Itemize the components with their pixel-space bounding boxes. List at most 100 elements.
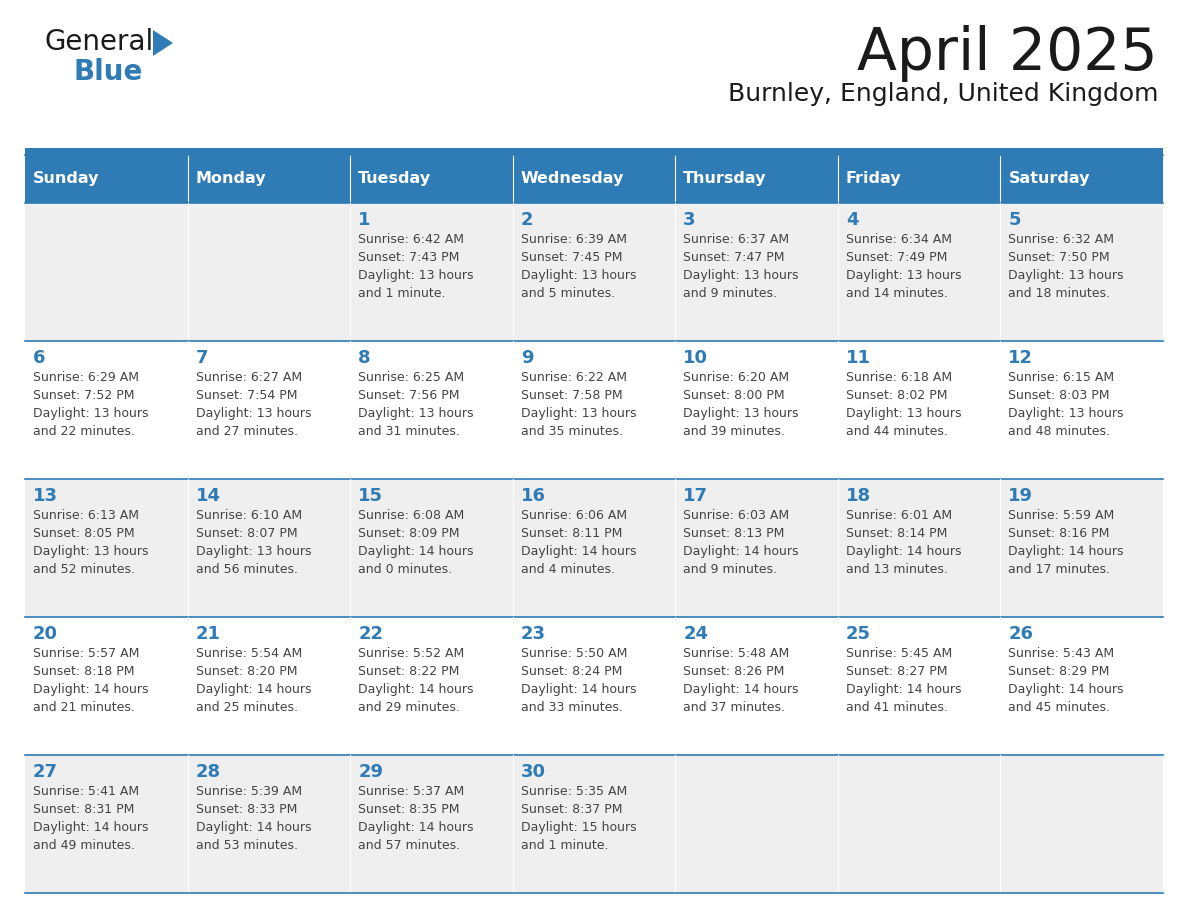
Text: and 18 minutes.: and 18 minutes. bbox=[1009, 287, 1111, 300]
Text: Daylight: 14 hours: Daylight: 14 hours bbox=[683, 683, 798, 696]
Text: 24: 24 bbox=[683, 625, 708, 643]
Text: and 9 minutes.: and 9 minutes. bbox=[683, 563, 777, 576]
Text: 30: 30 bbox=[520, 763, 545, 781]
Text: Sunrise: 6:39 AM: Sunrise: 6:39 AM bbox=[520, 233, 627, 246]
Text: Sunset: 7:56 PM: Sunset: 7:56 PM bbox=[358, 389, 460, 402]
Text: Daylight: 14 hours: Daylight: 14 hours bbox=[846, 683, 961, 696]
Text: 4: 4 bbox=[846, 211, 859, 229]
Text: Sunrise: 5:43 AM: Sunrise: 5:43 AM bbox=[1009, 647, 1114, 660]
Text: Wednesday: Wednesday bbox=[520, 172, 624, 186]
Text: Tuesday: Tuesday bbox=[358, 172, 431, 186]
Text: and 27 minutes.: and 27 minutes. bbox=[196, 425, 297, 438]
Text: Daylight: 14 hours: Daylight: 14 hours bbox=[520, 545, 637, 558]
Text: and 56 minutes.: and 56 minutes. bbox=[196, 563, 297, 576]
Text: Daylight: 14 hours: Daylight: 14 hours bbox=[196, 683, 311, 696]
Text: Sunset: 7:52 PM: Sunset: 7:52 PM bbox=[33, 389, 134, 402]
Text: 25: 25 bbox=[846, 625, 871, 643]
Text: Sunrise: 6:34 AM: Sunrise: 6:34 AM bbox=[846, 233, 952, 246]
Text: 6: 6 bbox=[33, 349, 45, 367]
Text: Sunrise: 5:35 AM: Sunrise: 5:35 AM bbox=[520, 785, 627, 798]
Text: and 29 minutes.: and 29 minutes. bbox=[358, 701, 460, 714]
Text: Sunrise: 6:25 AM: Sunrise: 6:25 AM bbox=[358, 371, 465, 384]
Text: Sunset: 7:45 PM: Sunset: 7:45 PM bbox=[520, 251, 623, 264]
Text: Daylight: 13 hours: Daylight: 13 hours bbox=[358, 407, 474, 420]
Text: 13: 13 bbox=[33, 487, 58, 505]
Text: Sunrise: 5:41 AM: Sunrise: 5:41 AM bbox=[33, 785, 139, 798]
Text: 16: 16 bbox=[520, 487, 545, 505]
Text: Sunset: 7:58 PM: Sunset: 7:58 PM bbox=[520, 389, 623, 402]
Text: Sunset: 8:29 PM: Sunset: 8:29 PM bbox=[1009, 665, 1110, 678]
Text: Sunday: Sunday bbox=[33, 172, 100, 186]
Text: Sunset: 8:14 PM: Sunset: 8:14 PM bbox=[846, 527, 947, 540]
Text: Daylight: 13 hours: Daylight: 13 hours bbox=[683, 407, 798, 420]
Text: 20: 20 bbox=[33, 625, 58, 643]
Text: Sunset: 7:47 PM: Sunset: 7:47 PM bbox=[683, 251, 785, 264]
Text: 29: 29 bbox=[358, 763, 384, 781]
Bar bbox=[25, 148, 1163, 155]
Text: and 48 minutes.: and 48 minutes. bbox=[1009, 425, 1111, 438]
Text: Daylight: 13 hours: Daylight: 13 hours bbox=[1009, 269, 1124, 282]
Text: 2: 2 bbox=[520, 211, 533, 229]
Text: 5: 5 bbox=[1009, 211, 1020, 229]
Text: and 13 minutes.: and 13 minutes. bbox=[846, 563, 948, 576]
Text: Sunset: 8:09 PM: Sunset: 8:09 PM bbox=[358, 527, 460, 540]
Text: 3: 3 bbox=[683, 211, 696, 229]
Text: 10: 10 bbox=[683, 349, 708, 367]
Bar bbox=[838, 155, 1000, 203]
Text: Sunset: 7:49 PM: Sunset: 7:49 PM bbox=[846, 251, 947, 264]
Text: Daylight: 15 hours: Daylight: 15 hours bbox=[520, 821, 637, 834]
Bar bbox=[513, 155, 675, 203]
Text: 18: 18 bbox=[846, 487, 871, 505]
Text: Sunrise: 5:57 AM: Sunrise: 5:57 AM bbox=[33, 647, 139, 660]
Text: and 31 minutes.: and 31 minutes. bbox=[358, 425, 460, 438]
Text: Sunset: 8:16 PM: Sunset: 8:16 PM bbox=[1009, 527, 1110, 540]
Text: Sunset: 8:20 PM: Sunset: 8:20 PM bbox=[196, 665, 297, 678]
Text: 21: 21 bbox=[196, 625, 221, 643]
Text: Sunrise: 6:22 AM: Sunrise: 6:22 AM bbox=[520, 371, 627, 384]
Text: Daylight: 14 hours: Daylight: 14 hours bbox=[358, 821, 474, 834]
Text: 27: 27 bbox=[33, 763, 58, 781]
Text: Sunrise: 5:54 AM: Sunrise: 5:54 AM bbox=[196, 647, 302, 660]
Bar bbox=[188, 155, 350, 203]
Text: Sunrise: 6:37 AM: Sunrise: 6:37 AM bbox=[683, 233, 789, 246]
Text: and 25 minutes.: and 25 minutes. bbox=[196, 701, 297, 714]
Bar bbox=[25, 203, 1163, 341]
Text: Sunset: 8:13 PM: Sunset: 8:13 PM bbox=[683, 527, 784, 540]
Text: Sunrise: 5:45 AM: Sunrise: 5:45 AM bbox=[846, 647, 952, 660]
Text: Sunrise: 6:10 AM: Sunrise: 6:10 AM bbox=[196, 509, 302, 522]
Text: and 0 minutes.: and 0 minutes. bbox=[358, 563, 453, 576]
Text: Sunrise: 6:20 AM: Sunrise: 6:20 AM bbox=[683, 371, 789, 384]
Text: and 41 minutes.: and 41 minutes. bbox=[846, 701, 948, 714]
Text: 22: 22 bbox=[358, 625, 384, 643]
Text: 17: 17 bbox=[683, 487, 708, 505]
Text: Sunset: 8:07 PM: Sunset: 8:07 PM bbox=[196, 527, 297, 540]
Text: 7: 7 bbox=[196, 349, 208, 367]
Text: Daylight: 13 hours: Daylight: 13 hours bbox=[520, 269, 637, 282]
Text: Daylight: 14 hours: Daylight: 14 hours bbox=[520, 683, 637, 696]
Text: 15: 15 bbox=[358, 487, 384, 505]
Text: Sunrise: 6:32 AM: Sunrise: 6:32 AM bbox=[1009, 233, 1114, 246]
Bar bbox=[25, 341, 1163, 479]
Text: Sunrise: 6:15 AM: Sunrise: 6:15 AM bbox=[1009, 371, 1114, 384]
Text: and 1 minute.: and 1 minute. bbox=[358, 287, 446, 300]
Text: Sunrise: 6:42 AM: Sunrise: 6:42 AM bbox=[358, 233, 465, 246]
Text: and 14 minutes.: and 14 minutes. bbox=[846, 287, 948, 300]
Text: Sunset: 8:27 PM: Sunset: 8:27 PM bbox=[846, 665, 947, 678]
Text: and 52 minutes.: and 52 minutes. bbox=[33, 563, 135, 576]
Text: 19: 19 bbox=[1009, 487, 1034, 505]
Text: Daylight: 14 hours: Daylight: 14 hours bbox=[358, 545, 474, 558]
Bar bbox=[25, 479, 1163, 617]
Text: Sunrise: 6:08 AM: Sunrise: 6:08 AM bbox=[358, 509, 465, 522]
Text: and 57 minutes.: and 57 minutes. bbox=[358, 839, 460, 852]
Text: Sunrise: 6:01 AM: Sunrise: 6:01 AM bbox=[846, 509, 952, 522]
Text: Monday: Monday bbox=[196, 172, 266, 186]
Text: Daylight: 14 hours: Daylight: 14 hours bbox=[683, 545, 798, 558]
Bar bbox=[350, 155, 513, 203]
Text: Sunset: 8:33 PM: Sunset: 8:33 PM bbox=[196, 803, 297, 816]
Text: and 44 minutes.: and 44 minutes. bbox=[846, 425, 948, 438]
Text: Daylight: 13 hours: Daylight: 13 hours bbox=[846, 407, 961, 420]
Text: 14: 14 bbox=[196, 487, 221, 505]
Text: 28: 28 bbox=[196, 763, 221, 781]
Text: General: General bbox=[45, 28, 154, 56]
Text: Daylight: 13 hours: Daylight: 13 hours bbox=[33, 545, 148, 558]
